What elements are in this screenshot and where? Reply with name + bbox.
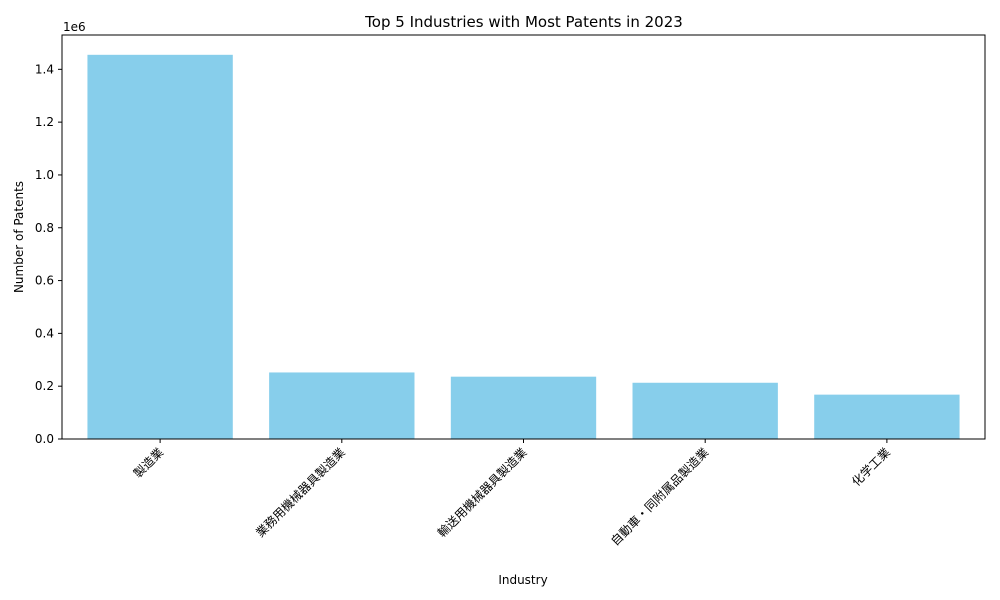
bar-2 <box>269 372 414 439</box>
x-tick-label: 化学工業 <box>848 445 893 490</box>
bar-1 <box>87 55 232 439</box>
y-axis-label: Number of Patents <box>12 181 26 293</box>
y-tick-label: 0.2 <box>35 379 54 393</box>
y-tick-label: 0.6 <box>35 274 54 288</box>
y-tick-label: 1.4 <box>35 62 54 76</box>
bar-5 <box>814 395 959 439</box>
x-tick-label: 業務用機械器具製造業 <box>252 445 347 540</box>
y-tick-label: 0.0 <box>35 432 54 446</box>
x-tick-label: 製造業 <box>131 445 166 480</box>
bar-4 <box>633 383 778 439</box>
y-tick-label: 0.4 <box>35 326 54 340</box>
x-axis-label: Industry <box>498 573 547 587</box>
y-tick-label: 1.2 <box>35 115 54 129</box>
x-tick-label: 自動車・同附属品製造業 <box>608 445 711 548</box>
y-ticks-group: 0.0 0.2 0.4 0.6 0.8 1.0 1.2 1.4 <box>35 62 62 446</box>
bars-group <box>87 55 959 439</box>
chart-title: Top 5 Industries with Most Patents in 20… <box>364 13 683 31</box>
y-tick-label: 1.0 <box>35 168 54 182</box>
x-tick-label: 輸送用機械器具製造業 <box>434 445 529 540</box>
x-ticks-group: 製造業 業務用機械器具製造業輸送用機械器具製造業自動車・同附属品製造業 化学工業 <box>131 439 893 548</box>
bar-3 <box>451 377 596 439</box>
y-axis-offset-label: 1e6 <box>63 20 86 34</box>
y-tick-label: 0.8 <box>35 221 54 235</box>
